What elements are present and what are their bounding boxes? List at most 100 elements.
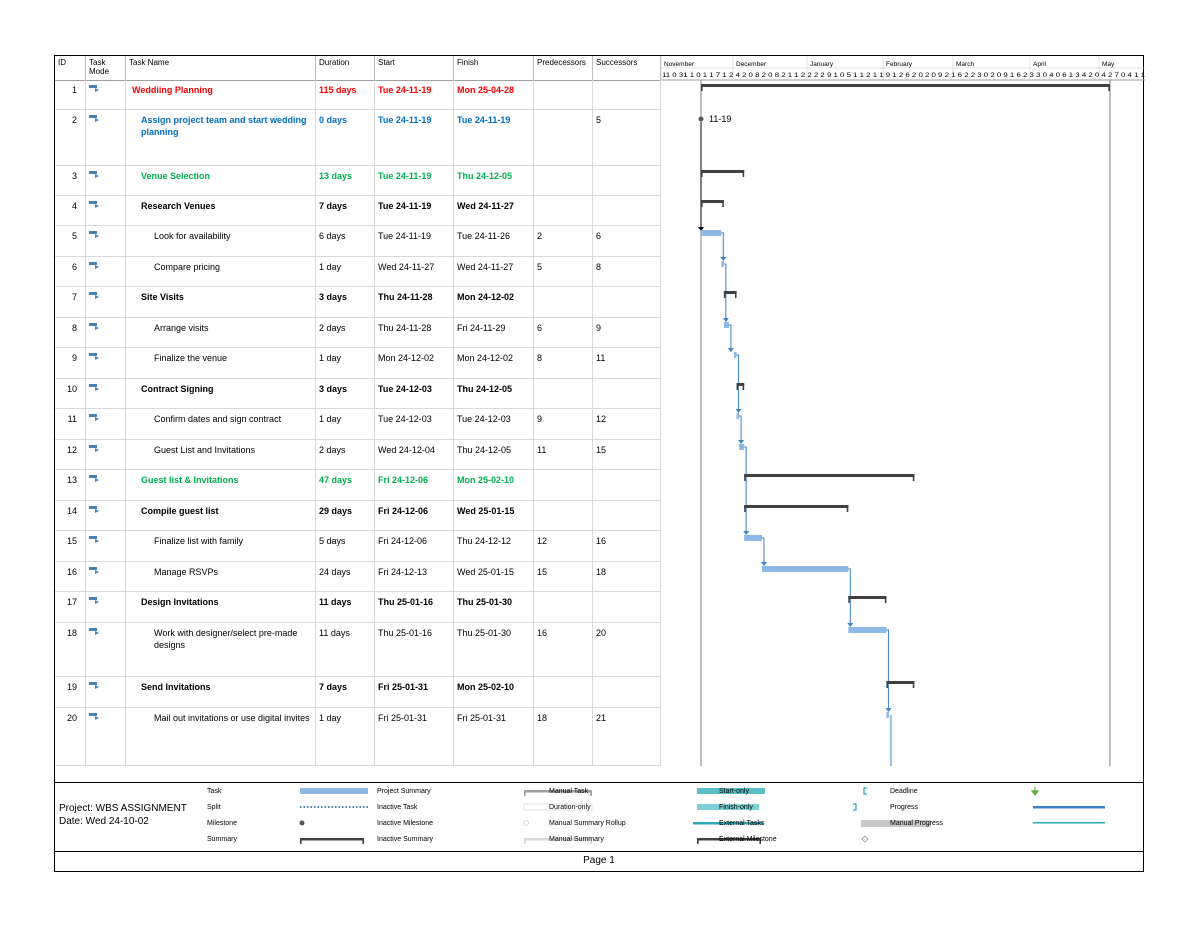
id-cell[interactable]: 10 [55,379,86,408]
duration-cell[interactable]: 11 days [316,592,375,622]
mode-cell[interactable] [86,166,126,195]
mode-cell[interactable] [86,287,126,317]
predecessors-cell[interactable] [534,80,593,109]
start-cell[interactable]: Thu 25-01-16 [375,623,454,676]
table-row[interactable]: 16 Manage RSVPs 24 days Fri 24-12-13 Wed 25-… [55,562,661,592]
table-row[interactable]: 5 Look for availability 6 days Tue 24-11-19… [55,226,661,257]
successors-cell[interactable] [593,379,661,408]
start-cell[interactable]: Fri 24-12-13 [375,562,454,591]
id-cell[interactable]: 5 [55,226,86,256]
successors-cell[interactable] [593,166,661,195]
start-cell[interactable]: Thu 24-11-28 [375,287,454,317]
predecessors-cell[interactable] [534,470,593,500]
predecessors-cell[interactable]: 8 [534,348,593,378]
mode-cell[interactable] [86,379,126,408]
predecessors-cell[interactable] [534,166,593,195]
predecessors-cell[interactable]: 11 [534,440,593,469]
table-row[interactable]: 13 Guest list & Invitations 47 days Fri 24-… [55,470,661,501]
successors-cell[interactable]: 18 [593,562,661,591]
finish-cell[interactable]: Thu 24-12-05 [454,440,534,469]
predecessors-cell[interactable]: 9 [534,409,593,439]
predecessors-cell[interactable]: 15 [534,562,593,591]
table-row[interactable]: 17 Design Invitations 11 days Thu 25-01-16 T… [55,592,661,623]
successors-cell[interactable] [593,287,661,317]
id-cell[interactable]: 14 [55,501,86,530]
start-cell[interactable]: Fri 25-01-31 [375,708,454,765]
mode-cell[interactable] [86,592,126,622]
task-name-cell[interactable]: Weddiing Planning [126,80,316,109]
duration-cell[interactable]: 3 days [316,287,375,317]
mode-cell[interactable] [86,562,126,591]
finish-cell[interactable]: Mon 25-04-28 [454,80,534,109]
id-cell[interactable]: 8 [55,318,86,347]
id-cell[interactable]: 9 [55,348,86,378]
finish-cell[interactable]: Mon 24-12-02 [454,287,534,317]
predecessors-cell[interactable] [534,592,593,622]
finish-cell[interactable]: Mon 24-12-02 [454,348,534,378]
successors-cell[interactable]: 16 [593,531,661,561]
start-cell[interactable]: Tue 24-11-19 [375,166,454,195]
id-cell[interactable]: 20 [55,708,86,765]
task-name-cell[interactable]: Finalize list with family [126,531,316,561]
header-start[interactable]: Start [375,56,454,80]
task-name-cell[interactable]: Contract Signing [126,379,316,408]
start-cell[interactable]: Thu 25-01-16 [375,592,454,622]
task-name-cell[interactable]: Look for availability [126,226,316,256]
table-row[interactable]: 19 Send Invitations 7 days Fri 25-01-31 Mon … [55,677,661,708]
successors-cell[interactable] [593,501,661,530]
table-row[interactable]: 7 Site Visits 3 days Thu 24-11-28 Mon 24-12-… [55,287,661,318]
predecessors-cell[interactable] [534,677,593,707]
task-name-cell[interactable]: Work with designer/select pre-made desig… [126,623,316,676]
predecessors-cell[interactable]: 6 [534,318,593,347]
duration-cell[interactable]: 115 days [316,80,375,109]
mode-cell[interactable] [86,531,126,561]
duration-cell[interactable]: 1 day [316,257,375,286]
table-row[interactable]: 14 Compile guest list 29 days Fri 24-12-06 W… [55,501,661,531]
successors-cell[interactable]: 12 [593,409,661,439]
duration-cell[interactable]: 11 days [316,623,375,676]
header-task-mode[interactable]: Task Mode [86,56,126,80]
predecessors-cell[interactable] [534,196,593,225]
table-row[interactable]: 15 Finalize list with family 5 days Fri 24-… [55,531,661,562]
finish-cell[interactable]: Thu 24-12-12 [454,531,534,561]
finish-cell[interactable]: Fri 24-11-29 [454,318,534,347]
start-cell[interactable]: Tue 24-11-19 [375,110,454,165]
finish-cell[interactable]: Tue 24-11-19 [454,110,534,165]
predecessors-cell[interactable]: 16 [534,623,593,676]
predecessors-cell[interactable]: 2 [534,226,593,256]
duration-cell[interactable]: 1 day [316,708,375,765]
task-name-cell[interactable]: Site Visits [126,287,316,317]
table-row[interactable]: 4 Research Venues 7 days Tue 24-11-19 Wed 24… [55,196,661,226]
table-row[interactable]: 20 Mail out invitations or use digital in… [55,708,661,766]
start-cell[interactable]: Wed 24-12-04 [375,440,454,469]
mode-cell[interactable] [86,348,126,378]
id-cell[interactable]: 4 [55,196,86,225]
mode-cell[interactable] [86,80,126,109]
table-row[interactable]: 11 Confirm dates and sign contract 1 day Tu… [55,409,661,440]
duration-cell[interactable]: 6 days [316,226,375,256]
predecessors-cell[interactable] [534,110,593,165]
id-cell[interactable]: 7 [55,287,86,317]
finish-cell[interactable]: Wed 24-11-27 [454,196,534,225]
successors-cell[interactable]: 5 [593,110,661,165]
duration-cell[interactable]: 29 days [316,501,375,530]
table-row[interactable]: 2 Assign project team and start wedding p… [55,110,661,166]
start-cell[interactable]: Tue 24-11-19 [375,80,454,109]
predecessors-cell[interactable] [534,379,593,408]
mode-cell[interactable] [86,409,126,439]
task-name-cell[interactable]: Mail out invitations or use digital invi… [126,708,316,765]
task-name-cell[interactable]: Compare pricing [126,257,316,286]
successors-cell[interactable] [593,80,661,109]
header-task-name[interactable]: Task Name [126,56,316,80]
task-name-cell[interactable]: Research Venues [126,196,316,225]
id-cell[interactable]: 1 [55,80,86,109]
start-cell[interactable]: Fri 24-12-06 [375,531,454,561]
start-cell[interactable]: Mon 24-12-02 [375,348,454,378]
task-name-cell[interactable]: Arrange visits [126,318,316,347]
mode-cell[interactable] [86,501,126,530]
task-name-cell[interactable]: Compile guest list [126,501,316,530]
id-cell[interactable]: 17 [55,592,86,622]
duration-cell[interactable]: 0 days [316,110,375,165]
predecessors-cell[interactable]: 18 [534,708,593,765]
task-name-cell[interactable]: Design Invitations [126,592,316,622]
